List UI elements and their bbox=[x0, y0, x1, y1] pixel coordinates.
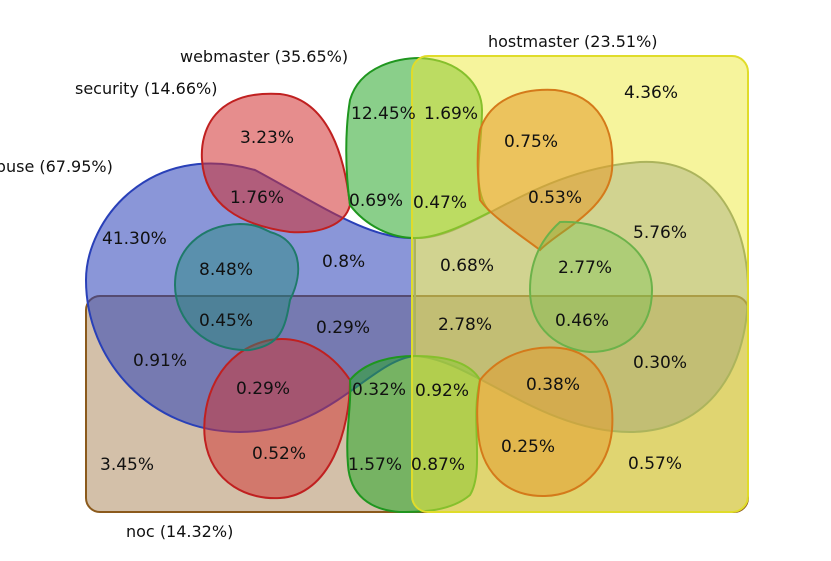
region-value: 0.75% bbox=[504, 132, 558, 152]
region-value: 5.76% bbox=[633, 223, 687, 243]
region-value: 0.38% bbox=[526, 375, 580, 395]
region-value: 1.76% bbox=[230, 188, 284, 208]
set-orange-bottom-shape bbox=[476, 346, 614, 498]
set-green-right-shape bbox=[528, 220, 654, 354]
region-value: 8.48% bbox=[199, 260, 253, 280]
set-label-security: security (14.66%) bbox=[75, 79, 217, 98]
set-label-abuse: abuse (67.95%) bbox=[0, 157, 113, 176]
region-value: 0.25% bbox=[501, 437, 555, 457]
region-value: 0.8% bbox=[322, 252, 365, 272]
region-value: 0.32% bbox=[352, 380, 406, 400]
region-value: 0.47% bbox=[413, 193, 467, 213]
region-value: 2.78% bbox=[438, 315, 492, 335]
region-value: 1.69% bbox=[424, 104, 478, 124]
region-value: 0.68% bbox=[440, 256, 494, 276]
set-security-shape bbox=[200, 92, 352, 234]
region-value: 12.45% bbox=[351, 104, 416, 124]
region-value: 0.46% bbox=[555, 311, 609, 331]
set-label-webmaster: webmaster (35.65%) bbox=[180, 47, 348, 66]
region-value: 0.91% bbox=[133, 351, 187, 371]
region-value: 2.77% bbox=[558, 258, 612, 278]
region-value: 3.45% bbox=[100, 455, 154, 475]
region-value: 0.29% bbox=[316, 318, 370, 338]
region-value: 0.92% bbox=[415, 381, 469, 401]
region-value: 0.53% bbox=[528, 188, 582, 208]
region-value: 0.52% bbox=[252, 444, 306, 464]
region-value: 0.30% bbox=[633, 353, 687, 373]
region-value: 0.29% bbox=[236, 379, 290, 399]
set-teal-left-shape bbox=[173, 222, 300, 352]
region-value: 1.57% bbox=[348, 455, 402, 475]
set-label-noc: noc (14.32%) bbox=[126, 522, 233, 541]
region-value: 3.23% bbox=[240, 128, 294, 148]
region-value: 0.87% bbox=[411, 455, 465, 475]
set-orange-top-shape bbox=[476, 88, 614, 252]
region-value: 4.36% bbox=[624, 83, 678, 103]
region-value: 0.57% bbox=[628, 454, 682, 474]
set-security-bottom-shape bbox=[203, 338, 352, 500]
region-value: 0.69% bbox=[349, 191, 403, 211]
set-label-hostmaster: hostmaster (23.51%) bbox=[488, 32, 658, 51]
region-value: 0.45% bbox=[199, 311, 253, 331]
region-value: 41.30% bbox=[102, 229, 167, 249]
